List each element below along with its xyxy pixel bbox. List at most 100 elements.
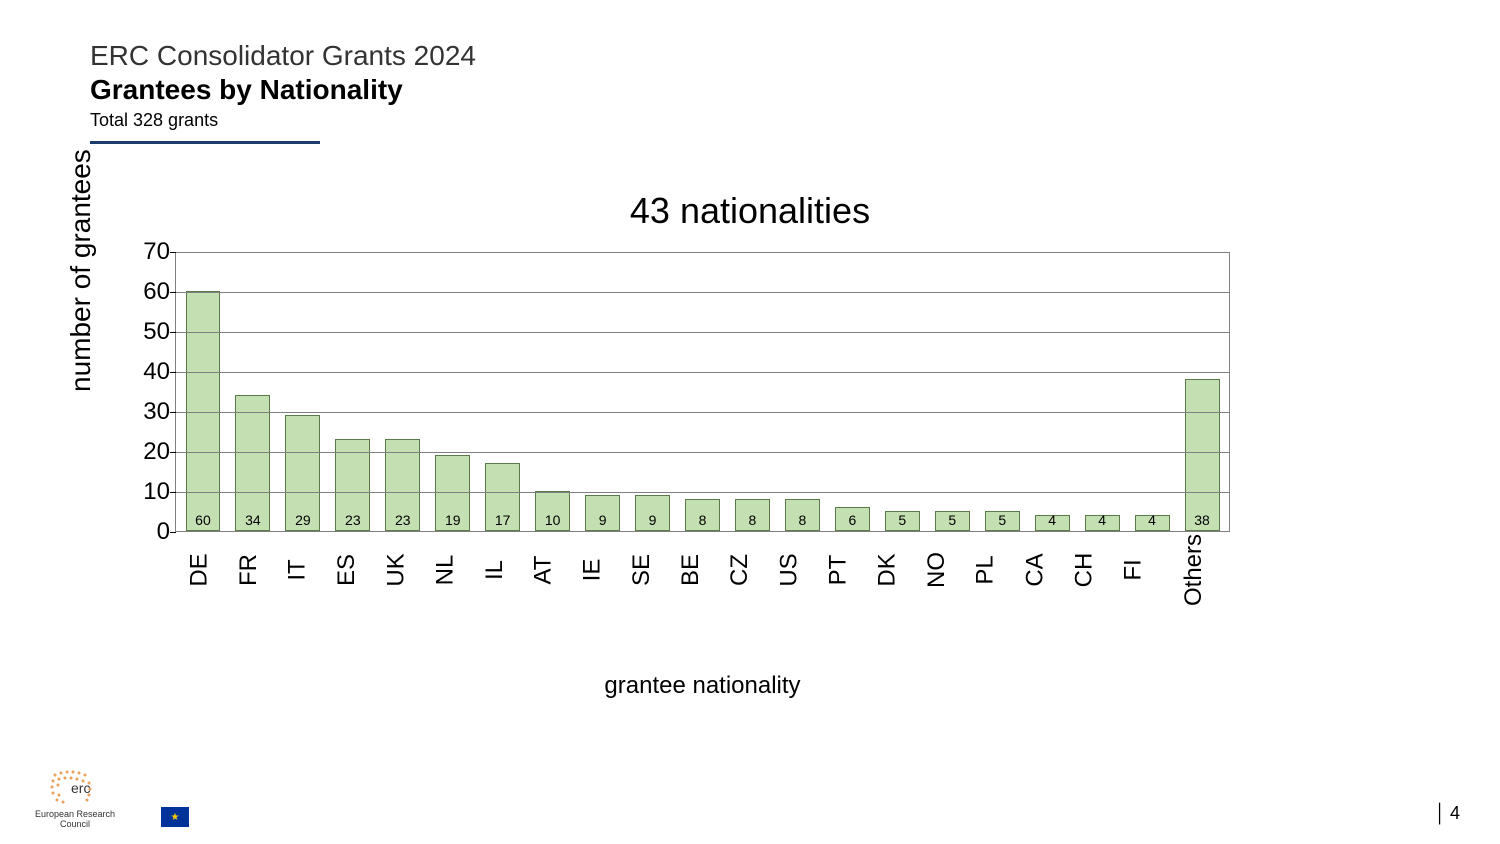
x-tick-label: PT	[814, 534, 863, 566]
title-subtitle: Total 328 grants	[90, 110, 1410, 131]
y-axis-label: number of grantees	[65, 149, 97, 392]
bar-value-label: 4	[1048, 512, 1056, 528]
bar-slot: 29	[278, 252, 328, 531]
bar: 60	[186, 291, 221, 531]
bar-slot: 8	[727, 252, 777, 531]
page-number: │4	[1435, 803, 1460, 824]
gridline	[176, 292, 1229, 293]
bar-value-label: 19	[445, 512, 461, 528]
gridline	[176, 332, 1229, 333]
eu-flag-icon: ★	[161, 807, 189, 827]
x-tick-label: UK	[372, 534, 421, 566]
bar-value-label: 23	[395, 512, 411, 528]
y-ticks: 010203040506070	[120, 252, 170, 532]
y-tick-label: 20	[120, 438, 170, 466]
bar: 10	[535, 491, 570, 531]
bar-value-label: 4	[1148, 512, 1156, 528]
x-ticks: DEFRITESUKNLILATIESEBECZUSPTDKNOPLCACHFI…	[175, 534, 1230, 566]
bar-value-label: 8	[699, 512, 707, 528]
y-tick-label: 0	[120, 518, 170, 546]
x-tick-label: IE	[568, 534, 617, 566]
title-supertitle: ERC Consolidator Grants 2024	[90, 40, 1410, 72]
bar-slot: 4	[1077, 252, 1127, 531]
bar-slot: 17	[478, 252, 528, 531]
gridline	[176, 412, 1229, 413]
bar-value-label: 29	[295, 512, 311, 528]
bar: 9	[635, 495, 670, 531]
bar-value-label: 9	[649, 512, 657, 528]
bar-value-label: 23	[345, 512, 361, 528]
bars-container: 60 34 29 23 23 19 17 10 9 9 8 8 8 6 5 5 5 4 4 4 38	[176, 252, 1229, 531]
x-tick-label: PL	[962, 534, 1011, 566]
x-tick-label: ES	[322, 534, 371, 566]
bar-value-label: 9	[599, 512, 607, 528]
bar-slot: 60	[178, 252, 228, 531]
x-tick-label: CZ	[716, 534, 765, 566]
x-tick-label: Others	[1158, 534, 1230, 566]
x-tick-label: FI	[1109, 534, 1158, 566]
plot-wrap: 010203040506070 603429232319171099888655…	[175, 252, 1385, 692]
erc-logo-text: European Research Council	[30, 809, 120, 829]
x-tick-label: CA	[1011, 534, 1060, 566]
x-tick-label: SE	[617, 534, 666, 566]
bar-slot: 5	[927, 252, 977, 531]
title-underline	[90, 141, 320, 144]
page-number-value: 4	[1450, 803, 1460, 823]
chart-title: 43 nationalities	[90, 190, 1410, 232]
x-tick-label: AT	[519, 534, 568, 566]
x-tick-label: CH	[1060, 534, 1109, 566]
bar-slot: 9	[578, 252, 628, 531]
x-tick-label: FR	[224, 534, 273, 566]
bar: 4	[1135, 515, 1170, 531]
bar-slot: 38	[1177, 252, 1227, 531]
gridline	[176, 252, 1229, 253]
bar: 9	[585, 495, 620, 531]
bar-slot: 34	[228, 252, 278, 531]
x-tick-label: BE	[667, 534, 716, 566]
bar-value-label: 5	[898, 512, 906, 528]
y-tick-label: 30	[120, 398, 170, 426]
bar-slot: 4	[1027, 252, 1077, 531]
erc-logo: erc European Research Council	[30, 767, 120, 829]
bar-value-label: 5	[948, 512, 956, 528]
x-tick-label: IL	[470, 534, 519, 566]
bar-value-label: 34	[245, 512, 261, 528]
bar: 5	[985, 511, 1020, 531]
bar: 8	[735, 499, 770, 531]
slide: ERC Consolidator Grants 2024 Grantees by…	[0, 0, 1500, 844]
erc-dots-icon: erc	[45, 767, 105, 807]
bar-slot: 5	[977, 252, 1027, 531]
bar: 17	[485, 463, 520, 531]
x-tick-label: NL	[421, 534, 470, 566]
bar: 4	[1035, 515, 1070, 531]
bar: 34	[235, 395, 270, 531]
bar: 8	[685, 499, 720, 531]
bar-slot: 9	[628, 252, 678, 531]
bar-slot: 8	[777, 252, 827, 531]
header-block: ERC Consolidator Grants 2024 Grantees by…	[90, 40, 1410, 144]
footer-logos: erc European Research Council ★	[30, 767, 210, 829]
bar-slot: 19	[428, 252, 478, 531]
chart-area: 43 nationalities number of grantees 0102…	[90, 190, 1410, 710]
bar: 29	[285, 415, 320, 531]
gridline	[176, 492, 1229, 493]
bar-value-label: 6	[848, 512, 856, 528]
bar-value-label: 8	[799, 512, 807, 528]
bar: 6	[835, 507, 870, 531]
bar-value-label: 5	[998, 512, 1006, 528]
bar: 8	[785, 499, 820, 531]
x-tick-label: DE	[175, 534, 224, 566]
page-number-separator: │	[1435, 803, 1446, 823]
bar-slot: 23	[378, 252, 428, 531]
y-tick-label: 10	[120, 478, 170, 506]
bar-slot: 6	[827, 252, 877, 531]
bar-value-label: 4	[1098, 512, 1106, 528]
chart-body: number of grantees 010203040506070 60342…	[90, 252, 1410, 692]
bar-value-label: 17	[495, 512, 511, 528]
x-tick-label: IT	[273, 534, 322, 566]
bar-slot: 10	[528, 252, 578, 531]
bar-slot: 5	[877, 252, 927, 531]
gridline	[176, 452, 1229, 453]
y-tick-label: 70	[120, 238, 170, 266]
bar-slot: 8	[678, 252, 728, 531]
